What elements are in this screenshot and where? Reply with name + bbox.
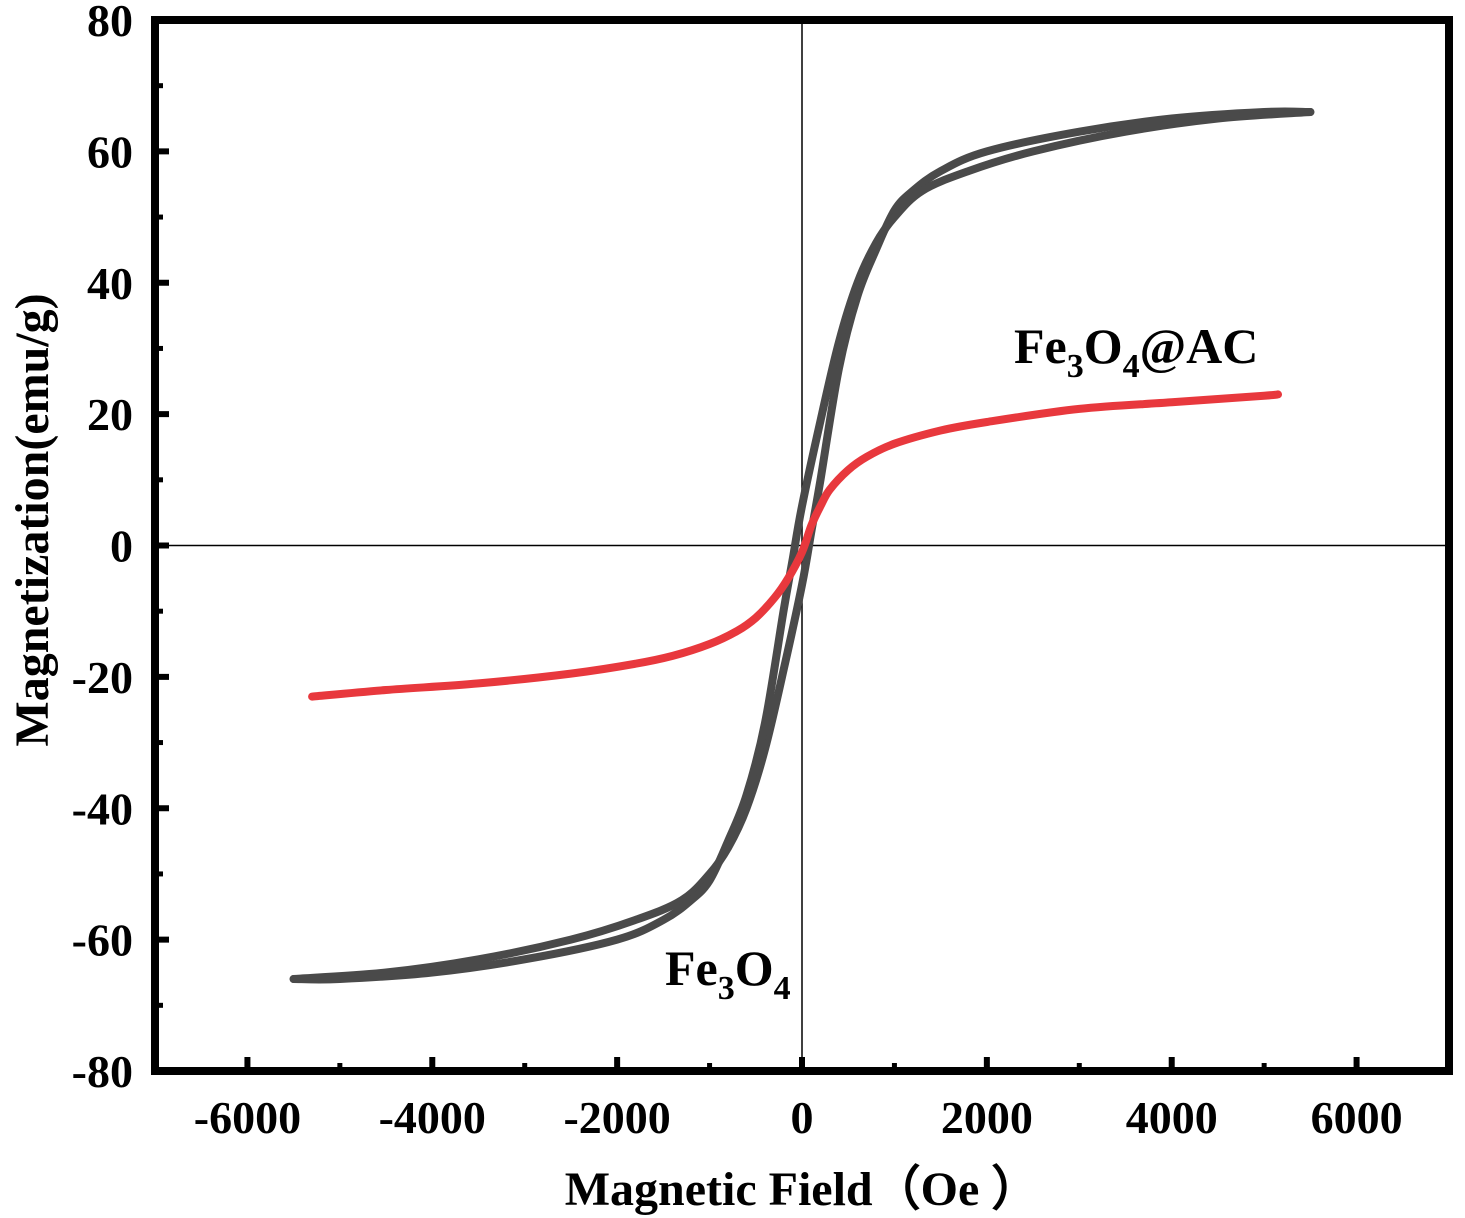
series-1-branch-0-line — [308, 390, 1282, 701]
x-tick-label: 0 — [791, 1092, 814, 1143]
y-tick-label: 80 — [87, 0, 133, 46]
y-axis-title: Magnetization(emu/g) — [6, 293, 59, 746]
x-tick-label: -2000 — [563, 1092, 670, 1143]
x-tick-label: -6000 — [194, 1092, 301, 1143]
series-label-fe3o4-ac: Fe3O4@AC — [1014, 318, 1258, 385]
y-tick-label: -60 — [72, 915, 133, 966]
y-tick-label: 0 — [110, 521, 133, 572]
x-tick-label: 4000 — [1126, 1092, 1218, 1143]
x-tick-label: -4000 — [379, 1092, 486, 1143]
x-tick-label: 6000 — [1311, 1092, 1403, 1143]
y-tick-label: 40 — [87, 258, 133, 309]
x-axis-ticks: -6000 -4000 -2000 0 2000 4000 6000 — [194, 1057, 1403, 1143]
y-tick-label: -20 — [72, 652, 133, 703]
y-tick-label: -40 — [72, 783, 133, 834]
series-0-branch-1-line — [289, 108, 1315, 984]
curves — [289, 107, 1315, 984]
y-axis-ticks: -80 -60 -40 -20 0 20 40 60 80 — [72, 0, 169, 1097]
y-tick-label: 60 — [87, 126, 133, 177]
x-tick-label: 2000 — [941, 1092, 1033, 1143]
series-label-fe3o4: Fe3O4 — [665, 940, 791, 1007]
x-axis-title: Magnetic Field（Oe ） — [565, 1163, 1040, 1216]
y-tick-label: -80 — [72, 1046, 133, 1097]
y-tick-label: 20 — [87, 389, 133, 440]
